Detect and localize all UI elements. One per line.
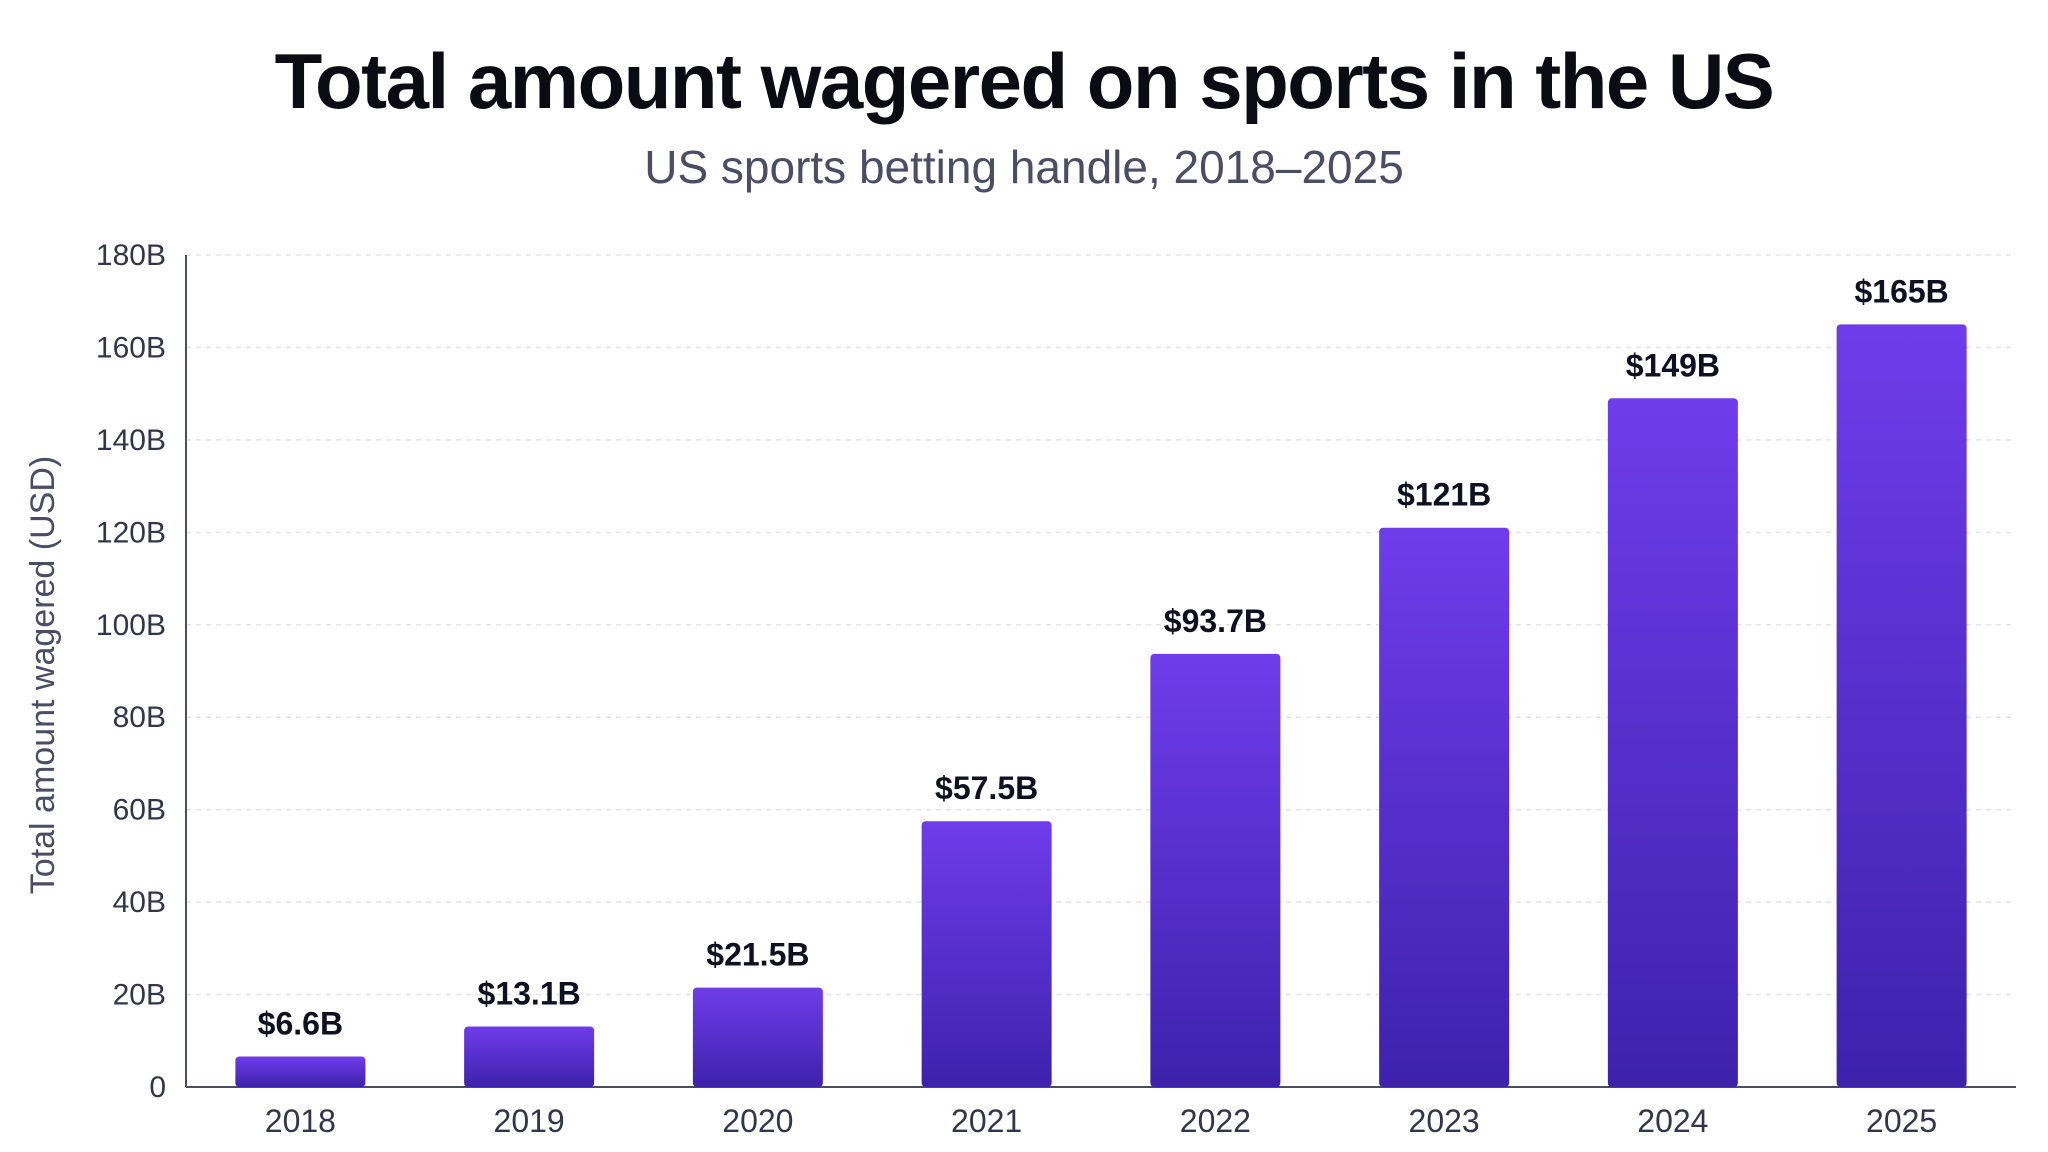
y-axis-title: Total amount wagered (USD) <box>24 456 62 894</box>
y-tick-label: 180B <box>96 239 166 272</box>
data-label-2025: $165B <box>1854 273 1948 309</box>
bar-2021 <box>921 821 1052 1087</box>
y-tick-label: 20B <box>113 979 166 1012</box>
bar-2025 <box>1836 324 1967 1087</box>
data-label-2019: $13.1B <box>478 975 581 1011</box>
y-tick-label: 140B <box>96 424 166 457</box>
bar-2023 <box>1379 527 1510 1087</box>
y-tick-label: 100B <box>96 609 166 642</box>
axes <box>185 255 2016 1088</box>
x-tick-label: 2023 <box>1409 1103 1480 1139</box>
y-tick-label: 80B <box>113 701 166 734</box>
y-tick-label: 0 <box>149 1071 166 1104</box>
bars <box>235 324 1967 1087</box>
gridlines <box>186 254 2016 996</box>
data-label-2018: $6.6B <box>258 1005 343 1041</box>
data-label-2022: $93.7B <box>1164 603 1267 639</box>
data-label-2020: $21.5B <box>706 937 809 973</box>
x-tick-label: 2025 <box>1866 1103 1937 1139</box>
data-label-2024: $149B <box>1626 347 1720 383</box>
y-tick-label: 60B <box>113 794 166 827</box>
labels: 0 20B 40B 60B 80B 100B 120B 140B 160B 180B $6.6B 20… <box>96 239 1949 1139</box>
x-tick-label: 2024 <box>1637 1103 1708 1139</box>
x-tick-label: 2021 <box>951 1103 1022 1139</box>
chart-subtitle: US sports betting handle, 2018–2025 <box>644 141 1404 193</box>
x-tick-label: 2019 <box>494 1103 565 1139</box>
chart-title: Total amount wagered on sports in the US <box>274 37 1775 125</box>
y-tick-label: 120B <box>96 516 166 549</box>
x-tick-label: 2020 <box>722 1103 793 1139</box>
y-tick-label: 40B <box>113 886 166 919</box>
x-tick-label: 2022 <box>1180 1103 1251 1139</box>
bar-2022 <box>1150 653 1281 1087</box>
data-label-2023: $121B <box>1397 477 1491 513</box>
bar-2020 <box>692 987 823 1087</box>
bar-2018 <box>235 1056 366 1087</box>
y-tick-label: 160B <box>96 331 166 364</box>
bar-2024 <box>1607 398 1738 1087</box>
x-tick-label: 2018 <box>265 1103 336 1139</box>
bar-2019 <box>464 1026 595 1087</box>
data-label-2021: $57.5B <box>935 770 1038 806</box>
